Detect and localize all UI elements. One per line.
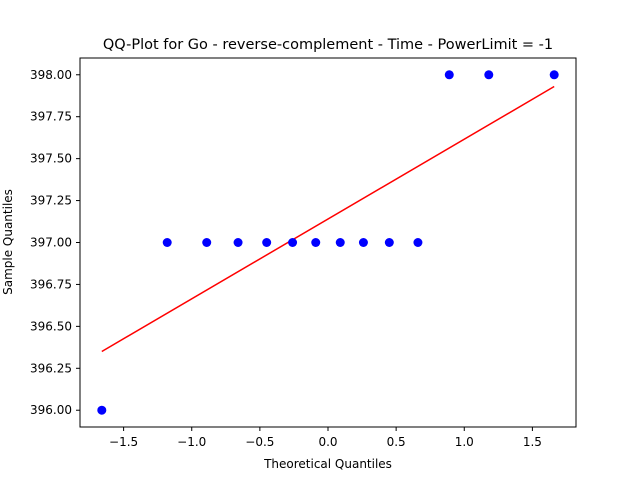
- y-tick-label: 398.00: [30, 68, 72, 82]
- x-tick-label: −0.5: [245, 435, 274, 449]
- reference-line: [101, 85, 555, 353]
- y-tick-label: 396.25: [30, 361, 72, 375]
- x-tick-label: 1.5: [523, 435, 542, 449]
- data-point: [358, 238, 368, 247]
- x-tick-label: 1.0: [455, 435, 474, 449]
- data-point: [311, 238, 321, 247]
- data-point: [233, 238, 243, 247]
- chart-title: QQ-Plot for Go - reverse-complement - Ti…: [103, 37, 553, 53]
- y-axis-ticks: 396.00 396.25 396.50 396.75 397.00 397.25 397.…: [30, 68, 80, 417]
- y-axis-label: Sample Quantiles: [1, 189, 15, 295]
- y-tick-label: 397.75: [30, 110, 72, 124]
- y-tick-label: 397.25: [30, 194, 72, 208]
- y-tick-label: 396.00: [30, 403, 72, 417]
- data-point: [162, 238, 172, 247]
- x-axis-label: Theoretical Quantiles: [263, 457, 392, 471]
- data-point: [97, 405, 107, 415]
- data-point: [262, 238, 272, 247]
- data-point: [202, 238, 212, 247]
- x-tick-label: −1.0: [177, 435, 206, 449]
- data-point: [484, 70, 494, 80]
- x-tick-label: 0.0: [318, 435, 337, 449]
- y-tick-label: 397.50: [30, 152, 72, 166]
- x-tick-label: −1.5: [109, 435, 138, 449]
- data-point: [413, 238, 423, 247]
- y-tick-label: 397.00: [30, 236, 72, 250]
- data-point: [549, 70, 559, 80]
- plot-area: [97, 70, 559, 415]
- data-point: [384, 238, 394, 247]
- x-tick-label: 0.5: [387, 435, 406, 449]
- data-point: [288, 238, 298, 247]
- data-point: [335, 238, 345, 247]
- x-axis-ticks: −1.5 −1.0 −0.5 0.0 0.5 1.0 1.5: [109, 427, 542, 449]
- data-point: [444, 70, 454, 80]
- y-tick-label: 396.50: [30, 319, 72, 333]
- y-tick-label: 396.75: [30, 277, 72, 291]
- plot-frame: [79, 57, 577, 428]
